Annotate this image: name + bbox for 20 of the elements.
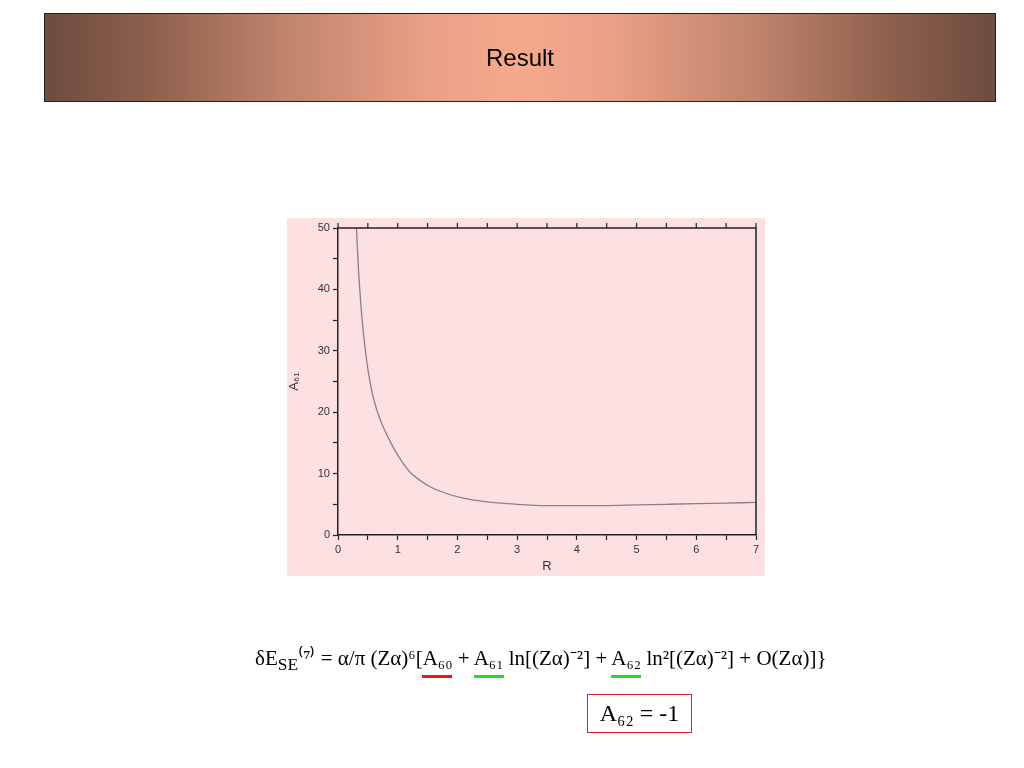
text: δE$_{SE}$⁽⁷⁾ = α/π (Zα)⁶[A₆₀ + A₆₁ ln[(Zα)⁻²] + A₆₂ ln²[(Zα)⁻²] + O(Zα)]} bbox=[255, 646, 827, 675]
x-tick-label: 0 bbox=[334, 542, 342, 555]
y-tick-label: 40 bbox=[317, 282, 330, 295]
box-outline: A₆₂ = -1 bbox=[587, 694, 692, 733]
y-tick-label: 50 bbox=[317, 221, 330, 234]
y-tick-label: 10 bbox=[317, 466, 330, 479]
x-tick-label: 7 bbox=[752, 542, 760, 555]
x-axis-title: R bbox=[542, 557, 552, 573]
x-tick-label: 2 bbox=[454, 542, 461, 555]
x-tick-label: 5 bbox=[633, 542, 640, 555]
y-tick-label: 30 bbox=[317, 343, 330, 356]
chart-title: Result bbox=[485, 43, 555, 72]
x-tick-label: 3 bbox=[514, 542, 521, 555]
x-tick-label: 6 bbox=[693, 542, 700, 555]
x-tick-label: 4 bbox=[573, 542, 580, 555]
x-tick-label: 1 bbox=[394, 542, 401, 555]
line-series bbox=[355, 228, 756, 507]
y-tick-label: 0 bbox=[323, 528, 330, 541]
y-tick-label: 20 bbox=[317, 405, 330, 418]
y-axis-title: A₆₁ bbox=[286, 371, 302, 391]
